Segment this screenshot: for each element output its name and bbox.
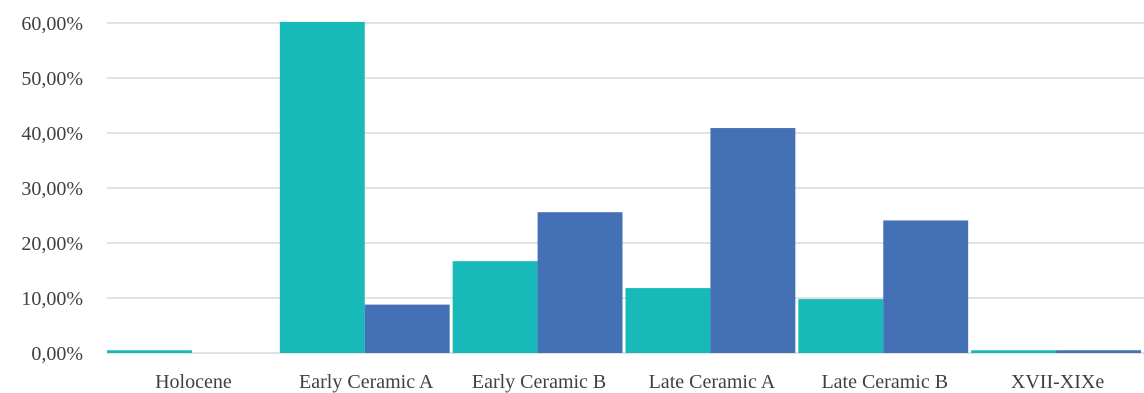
y-tick-label: 40,00%	[21, 123, 83, 145]
y-tick-label: 20,00%	[21, 233, 83, 255]
y-tick-label: 0,00%	[31, 343, 83, 365]
y-tick-label: 60,00%	[21, 13, 83, 35]
bar-series-2	[883, 220, 969, 353]
bar-series-1	[107, 350, 192, 353]
category-label: Late Ceramic B	[821, 371, 948, 393]
category-label: Holocene	[155, 371, 232, 393]
y-axis-tick-labels: 0,00% 10,00% 20,00% 30,00% 40,00% 50,00% 60,00…	[21, 13, 83, 365]
bar-series-1	[625, 288, 711, 353]
y-tick-label: 50,00%	[21, 68, 83, 90]
category-label: XVII-XIXe	[1011, 371, 1104, 393]
bar-series-2	[364, 304, 450, 353]
bar-series-1	[279, 21, 365, 354]
bars	[107, 21, 1141, 354]
bar-series-2	[710, 128, 796, 353]
y-tick-label: 10,00%	[21, 288, 83, 310]
category-label: Late Ceramic A	[649, 371, 776, 393]
bar-series-1	[798, 299, 884, 353]
category-label: Early Ceramic B	[472, 371, 606, 393]
bar-series-2	[537, 212, 623, 353]
bar-series-2	[1056, 350, 1141, 353]
category-labels: Holocene Early Ceramic A Early Ceramic B La…	[155, 371, 1104, 393]
bar-series-1	[971, 350, 1057, 353]
bar-series-1	[452, 261, 538, 353]
category-label: Early Ceramic A	[299, 371, 434, 393]
y-tick-label: 30,00%	[21, 178, 83, 200]
